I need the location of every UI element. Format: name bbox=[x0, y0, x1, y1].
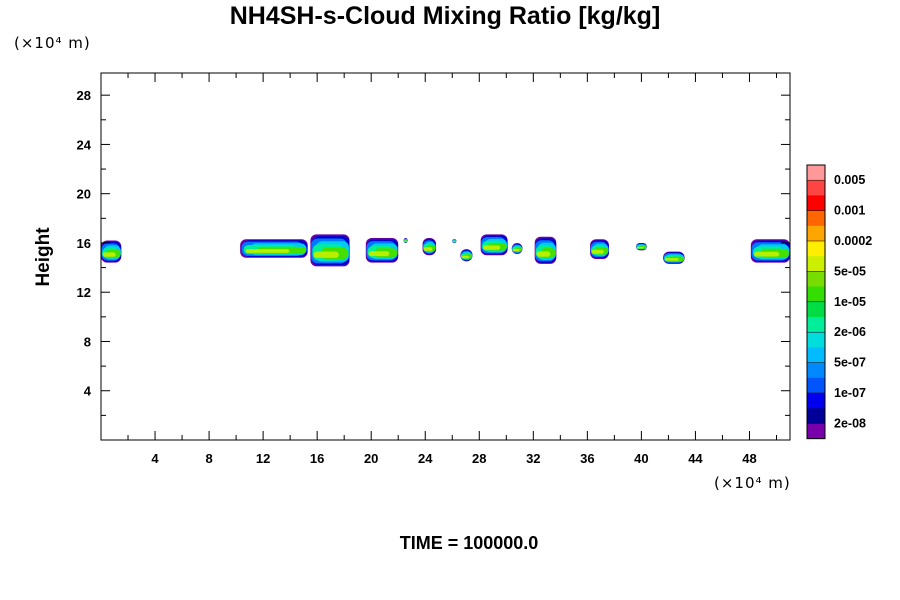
x-axis-unit: (×10⁴ m) bbox=[714, 474, 791, 492]
cloud-feature bbox=[452, 239, 456, 243]
colorbar-label: 5e-05 bbox=[834, 264, 866, 278]
cloud-layer bbox=[483, 246, 500, 250]
y-tick-label: 8 bbox=[84, 334, 91, 349]
plot-background bbox=[101, 73, 790, 440]
cloud-feature bbox=[481, 234, 508, 255]
colorbar-swatch bbox=[807, 195, 825, 211]
cloud-layer bbox=[424, 247, 433, 250]
x-tick-label: 20 bbox=[364, 451, 378, 466]
time-label: TIME = 100000.0 bbox=[400, 533, 539, 553]
cloud-layer bbox=[637, 247, 644, 248]
cloud-feature bbox=[590, 239, 609, 259]
colorbar-swatch bbox=[807, 393, 825, 409]
x-tick-label: 48 bbox=[742, 451, 756, 466]
cloud-feature bbox=[663, 252, 685, 264]
cloud-layer bbox=[246, 249, 289, 253]
cloud-feature bbox=[366, 238, 398, 263]
cloud-layer bbox=[513, 249, 520, 251]
colorbar-swatch bbox=[807, 378, 825, 394]
colorbar: 0.005 0.001 0.0002 5e-05 1e-05 2e-06 5e-07 1e-0… bbox=[807, 165, 872, 439]
cloud-layer bbox=[754, 252, 779, 257]
x-tick-label: 44 bbox=[688, 451, 703, 466]
y-axis-unit: (×10⁴ m) bbox=[14, 34, 91, 52]
cloud-feature bbox=[310, 234, 349, 266]
colorbar-label: 1e-05 bbox=[834, 295, 866, 309]
y-tick-label: 28 bbox=[77, 88, 91, 103]
colorbar-swatch bbox=[807, 180, 825, 196]
colorbar-swatch bbox=[807, 241, 825, 257]
x-tick-label: 24 bbox=[418, 451, 433, 466]
cloud-layer bbox=[404, 241, 407, 242]
colorbar-label: 0.001 bbox=[834, 204, 865, 218]
colorbar-swatch bbox=[807, 302, 825, 318]
cloud-layer bbox=[536, 251, 550, 256]
cloud-layer bbox=[103, 252, 116, 256]
colorbar-swatch bbox=[807, 165, 825, 181]
colorbar-swatch bbox=[807, 347, 825, 363]
colorbar-swatch bbox=[807, 211, 825, 227]
x-tick-label: 8 bbox=[205, 451, 212, 466]
colorbar-swatch bbox=[807, 271, 825, 287]
cloud-feature bbox=[240, 239, 308, 257]
colorbar-label: 5e-07 bbox=[834, 356, 866, 370]
cloud-feature bbox=[101, 240, 121, 262]
colorbar-swatch bbox=[807, 256, 825, 272]
x-tick-label: 28 bbox=[472, 451, 486, 466]
cloud-layer bbox=[665, 258, 679, 260]
colorbar-swatch bbox=[807, 332, 825, 348]
cloud-layer bbox=[314, 251, 339, 257]
colorbar-label: 2e-06 bbox=[834, 325, 866, 339]
colorbar-swatch bbox=[807, 363, 825, 379]
colorbar-label: 2e-08 bbox=[834, 416, 866, 430]
x-tick-label: 32 bbox=[526, 451, 540, 466]
x-tick-label: 4 bbox=[151, 451, 159, 466]
colorbar-label: 0.0002 bbox=[834, 234, 872, 248]
cloud-layer bbox=[592, 250, 604, 254]
colorbar-swatch bbox=[807, 226, 825, 242]
y-tick-label: 20 bbox=[77, 187, 91, 202]
colorbar-label: 0.005 bbox=[834, 173, 865, 187]
x-tick-label: 16 bbox=[310, 451, 324, 466]
cloud-layer bbox=[453, 241, 456, 242]
colorbar-label: 1e-07 bbox=[834, 386, 866, 400]
colorbar-swatch bbox=[807, 423, 825, 439]
cloud-layer bbox=[461, 256, 469, 258]
colorbar-swatch bbox=[807, 317, 825, 333]
x-tick-label: 36 bbox=[580, 451, 594, 466]
y-tick-label: 16 bbox=[77, 236, 91, 251]
chart-title: NH4SH-s-Cloud Mixing Ratio [kg/kg] bbox=[230, 2, 661, 30]
cloud-feature bbox=[460, 249, 472, 261]
cloud-layer bbox=[369, 251, 390, 256]
cloud-feature bbox=[404, 238, 408, 243]
y-axis-label: Height bbox=[33, 227, 54, 287]
y-tick-label: 24 bbox=[77, 137, 92, 152]
x-tick-label: 12 bbox=[256, 451, 270, 466]
cloud-feature bbox=[535, 237, 557, 264]
y-tick-label: 4 bbox=[84, 384, 92, 399]
colorbar-swatch bbox=[807, 408, 825, 424]
cloud-feature bbox=[636, 243, 647, 250]
colorbar-swatch bbox=[807, 287, 825, 303]
cloud-feature bbox=[423, 238, 437, 255]
x-tick-label: 40 bbox=[634, 451, 648, 466]
cloud-feature bbox=[512, 243, 523, 254]
y-tick-label: 12 bbox=[77, 285, 91, 300]
